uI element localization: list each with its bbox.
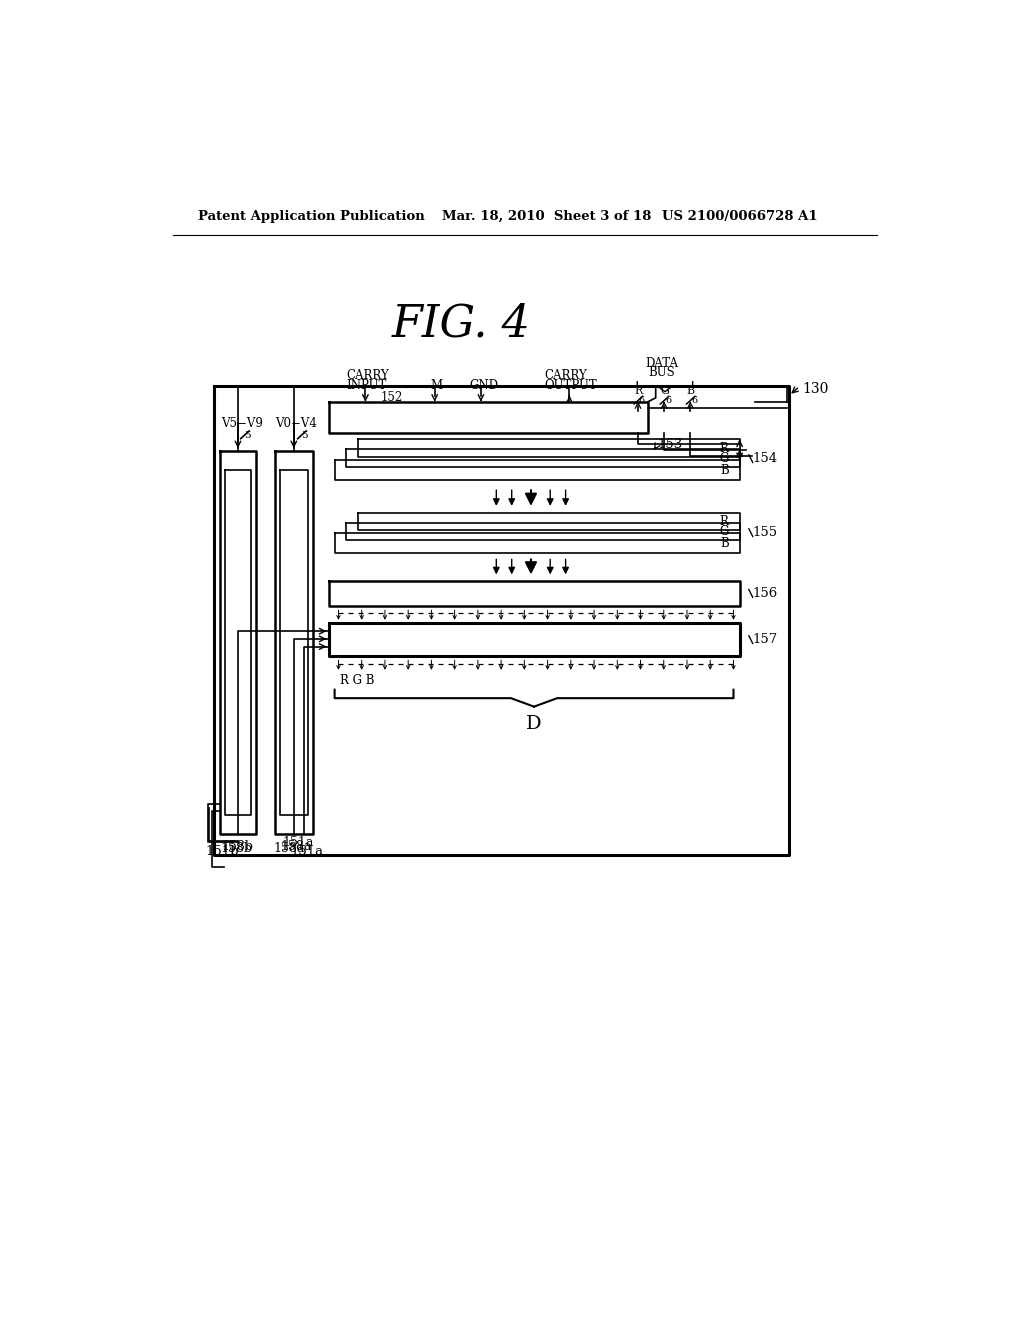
Text: Mar. 18, 2010  Sheet 3 of 18: Mar. 18, 2010 Sheet 3 of 18 [442, 210, 652, 223]
Text: G: G [720, 451, 729, 465]
Text: 5: 5 [301, 432, 308, 440]
Text: V0−V4: V0−V4 [275, 417, 317, 430]
Text: R G B: R G B [340, 675, 375, 686]
Text: 130: 130 [802, 383, 828, 396]
Text: US 2100/0066728 A1: US 2100/0066728 A1 [662, 210, 817, 223]
Text: B: B [686, 385, 694, 396]
Text: B: B [720, 463, 729, 477]
Text: INPUT: INPUT [346, 379, 386, 392]
Text: 6: 6 [639, 396, 645, 405]
Text: 153: 153 [657, 438, 682, 451]
Text: R: R [720, 442, 729, 455]
Text: V5−V9: V5−V9 [221, 417, 263, 430]
Text: R: R [720, 515, 729, 528]
Text: 156: 156 [753, 587, 778, 601]
Text: M: M [430, 379, 442, 392]
Text: 154: 154 [753, 453, 778, 465]
Text: 5: 5 [245, 432, 251, 440]
Text: GND: GND [469, 379, 499, 392]
Text: BUS: BUS [648, 366, 675, 379]
Text: 151a: 151a [290, 845, 324, 858]
Text: Patent Application Publication: Patent Application Publication [199, 210, 425, 223]
Text: 151a: 151a [283, 836, 313, 849]
Text: OUTPUT: OUTPUT [544, 379, 597, 392]
Text: 6: 6 [665, 396, 671, 405]
Text: CARRY: CARRY [544, 370, 587, 381]
Text: G: G [660, 385, 670, 396]
Text: B: B [720, 536, 729, 549]
Text: R: R [634, 385, 642, 396]
Text: 6: 6 [691, 396, 697, 405]
Text: CARRY: CARRY [346, 370, 389, 381]
Text: FIG. 4: FIG. 4 [392, 302, 531, 346]
Text: 158b: 158b [220, 842, 253, 855]
Text: G: G [720, 525, 729, 539]
Text: 158a: 158a [281, 840, 312, 853]
Text: 157: 157 [753, 634, 778, 647]
Text: DATA: DATA [645, 356, 678, 370]
Text: D: D [526, 714, 542, 733]
Text: 158b: 158b [221, 840, 253, 853]
Text: 152: 152 [381, 391, 403, 404]
Text: 158a: 158a [273, 842, 304, 855]
Text: 155: 155 [753, 527, 778, 539]
Text: 151b: 151b [205, 845, 239, 858]
